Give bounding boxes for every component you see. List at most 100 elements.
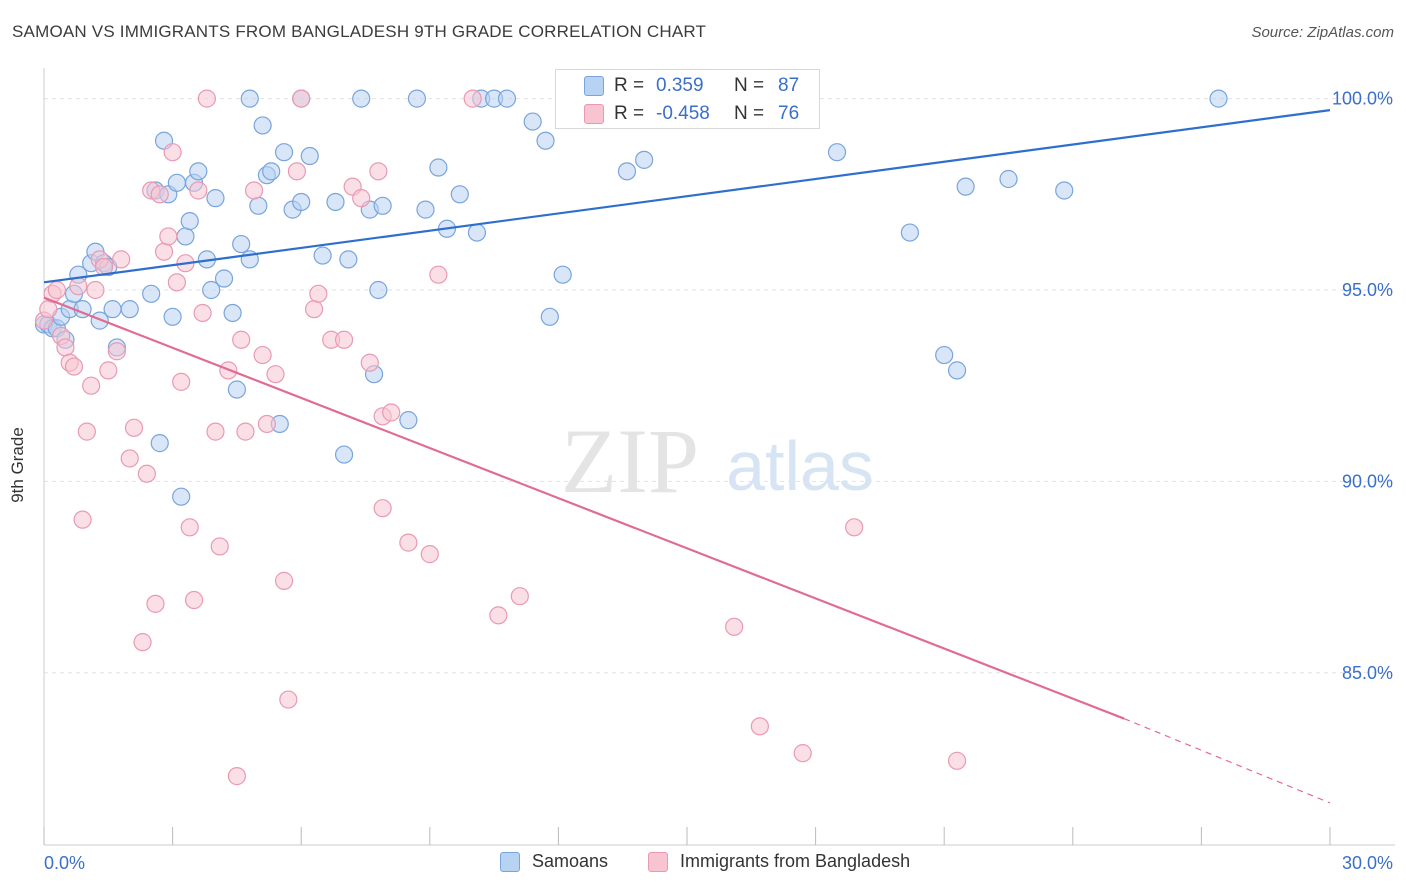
samoans-point[interactable] [1209,89,1228,108]
samoans-point[interactable] [947,361,967,380]
bangladesh-point[interactable] [193,303,212,323]
bangladesh-point[interactable] [86,280,105,300]
bangladesh-point[interactable] [750,717,769,736]
bangladesh-point[interactable] [793,744,812,763]
samoans-point[interactable] [142,284,161,303]
samoans-point[interactable] [553,265,572,284]
bangladesh-point[interactable] [137,464,156,483]
samoans-point[interactable] [206,189,225,208]
bangladesh-point[interactable] [236,422,255,441]
bangladesh-point[interactable] [373,499,392,518]
bangladesh-point[interactable] [725,617,744,636]
bangladesh-point[interactable] [159,227,178,246]
samoans-point[interactable] [827,143,847,162]
samoans-point[interactable] [373,196,392,215]
bangladesh-point[interactable] [845,518,864,537]
samoans-point[interactable] [935,345,954,365]
bangladesh-point[interactable] [146,594,165,613]
bangladesh-point[interactable] [253,345,272,365]
bangladesh-point[interactable] [189,181,208,200]
samoans-point[interactable] [167,173,186,192]
bangladesh-point[interactable] [107,342,126,361]
samoans-point[interactable] [326,192,345,212]
samoans-point[interactable] [300,146,319,166]
samoans-point[interactable] [352,89,371,108]
samoans-point[interactable] [172,487,191,506]
samoans-point[interactable] [450,185,469,204]
bangladesh-point[interactable] [304,300,324,319]
bangladesh-point[interactable] [947,751,967,770]
samoans-point[interactable] [536,131,555,150]
bangladesh-point[interactable] [56,338,75,357]
samoans-point[interactable] [467,223,487,242]
bangladesh-point[interactable] [399,533,418,552]
samoans-point[interactable] [999,169,1018,189]
samoans-point[interactable] [635,150,654,169]
samoans-point[interactable] [214,269,234,288]
samoans-point[interactable] [339,250,358,269]
bangladesh-point[interactable] [287,162,307,181]
samoans-point[interactable] [223,303,242,323]
bangladesh-point[interactable] [112,250,131,269]
bangladesh-point[interactable] [232,330,251,349]
samoans-point[interactable] [497,89,517,108]
samoans-point[interactable] [249,196,268,215]
bangladesh-point[interactable] [429,265,448,284]
bangladesh-point[interactable] [382,403,401,422]
bangladesh-point[interactable] [120,449,139,468]
samoans-point[interactable] [103,300,122,319]
samoans-point[interactable] [262,162,281,181]
bangladesh-point[interactable] [244,181,264,200]
bangladesh-point[interactable] [279,690,298,709]
bangladesh-point[interactable] [369,162,388,181]
bangladesh-point[interactable] [274,571,294,590]
series-legend-bangladesh[interactable]: Immigrants from Bangladesh [648,851,910,872]
bangladesh-point[interactable] [150,185,169,204]
samoans-point[interactable] [120,300,139,319]
bangladesh-point[interactable] [334,330,354,349]
bangladesh-point[interactable] [73,510,92,529]
bangladesh-point[interactable] [420,545,439,564]
samoans-point[interactable] [232,234,251,254]
bangladesh-point[interactable] [163,143,182,162]
bangladesh-point[interactable] [172,372,191,391]
samoans-point[interactable] [180,212,199,231]
bangladesh-point[interactable] [266,365,285,384]
samoans-point[interactable] [90,311,109,330]
bangladesh-point[interactable] [180,518,199,537]
samoans-point[interactable] [369,280,388,300]
samoans-point[interactable] [617,162,637,181]
bangladesh-point[interactable] [463,89,482,108]
samoans-point[interactable] [189,162,208,181]
samoans-point[interactable] [253,116,272,135]
bangladesh-point[interactable] [64,357,84,376]
samoans-point[interactable] [540,307,559,326]
bangladesh-point[interactable] [352,189,371,208]
bangladesh-point[interactable] [489,606,508,625]
series-legend-samoans[interactable]: Samoans [500,851,608,872]
samoans-point[interactable] [176,227,195,246]
bangladesh-point[interactable] [360,353,379,372]
bangladesh-point[interactable] [227,767,246,786]
bangladesh-point[interactable] [47,280,66,300]
bangladesh-point[interactable] [206,422,225,441]
samoans-point[interactable] [292,192,311,212]
samoans-point[interactable] [429,158,448,177]
bangladesh-point[interactable] [39,300,58,319]
samoans-point[interactable] [163,307,182,326]
samoans-point[interactable] [227,380,246,399]
bangladesh-point[interactable] [292,89,311,108]
samoans-point[interactable] [202,280,221,300]
samoans-point[interactable] [523,112,542,131]
bangladesh-point[interactable] [133,633,152,652]
bangladesh-point[interactable] [167,273,186,292]
bangladesh-point[interactable] [69,277,88,296]
samoans-point[interactable] [1055,181,1074,200]
samoans-point[interactable] [399,411,418,430]
samoans-point[interactable] [240,89,259,108]
bangladesh-point[interactable] [184,590,204,610]
samoans-point[interactable] [407,89,427,108]
samoans-point[interactable] [313,246,332,265]
bangladesh-point[interactable] [94,257,114,277]
bangladesh-point[interactable] [124,418,144,437]
